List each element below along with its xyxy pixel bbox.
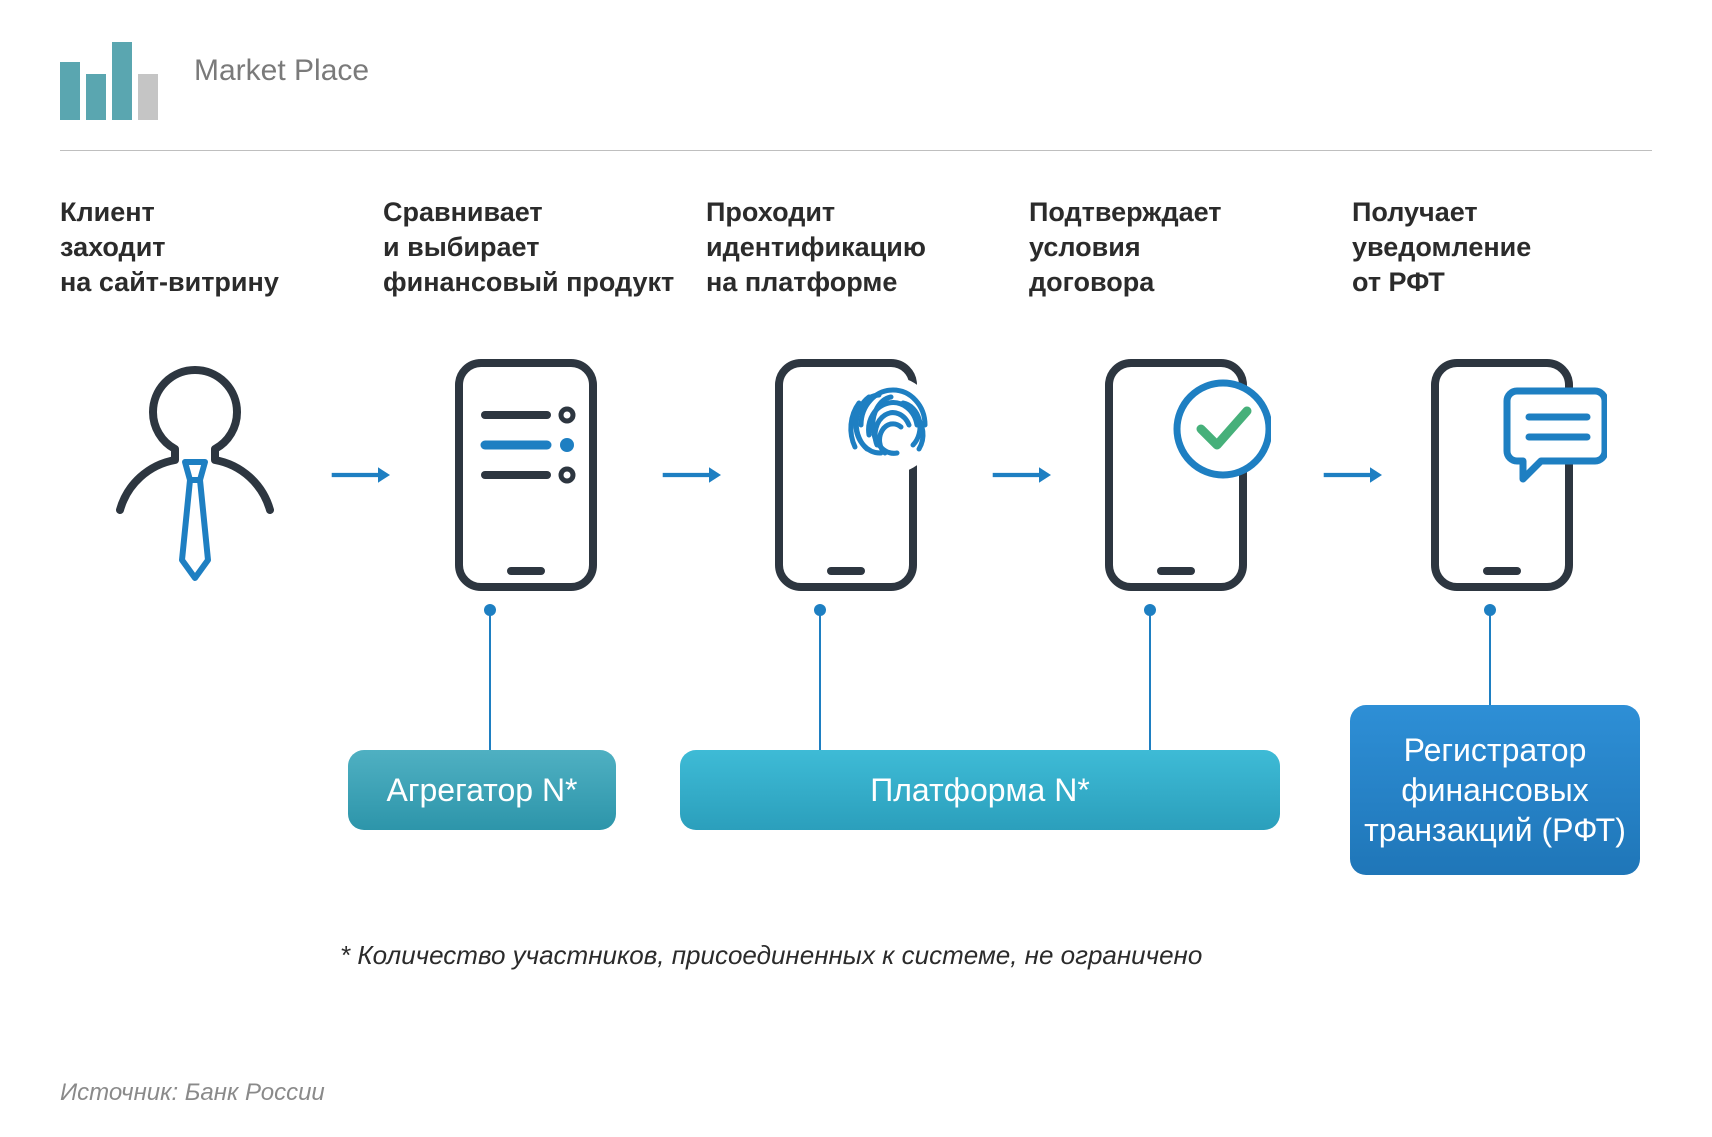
- step-icon-client: [60, 360, 330, 590]
- flow-arrow: [991, 460, 1051, 490]
- source-attribution: Источник: Банк России: [60, 1079, 325, 1107]
- connector-line: [1489, 610, 1491, 705]
- connector-line: [489, 610, 491, 750]
- step-label: Проходитидентификациюна платформе: [706, 195, 1006, 300]
- icons-row: [60, 340, 1652, 610]
- header-divider: [60, 150, 1652, 151]
- steps-row: Клиентзаходитна сайт-витринуСравниваети …: [60, 195, 1652, 300]
- step-icon-notification: [1382, 355, 1652, 595]
- flow-arrow: [330, 460, 390, 490]
- roles-row: Агрегатор N* Платформа N* Регистратор фина…: [60, 700, 1652, 920]
- role-box: Регистратор финансовых транзакций (РФТ): [1350, 705, 1640, 875]
- role-box: Платформа N*: [680, 750, 1280, 830]
- step-label: Сравниваети выбираетфинансовый продукт: [383, 195, 683, 300]
- step-label: Подтверждаетусловиядоговора: [1029, 195, 1329, 300]
- footnote: * Количество участников, присоединенных …: [340, 940, 1202, 971]
- connector-line: [1149, 610, 1151, 750]
- flow-arrow: [661, 460, 721, 490]
- role-box: Агрегатор N*: [348, 750, 616, 830]
- brand-logo: [60, 40, 164, 120]
- connector-line: [819, 610, 821, 750]
- step-label: Получаетуведомлениеот РФТ: [1352, 195, 1652, 300]
- brand-title: Market Place: [194, 54, 369, 106]
- step-icon-confirm: [1051, 355, 1321, 595]
- step-icon-identification: [721, 355, 991, 595]
- flow-arrow: [1322, 460, 1382, 490]
- step-icon-aggregator: [390, 355, 660, 595]
- step-label: Клиентзаходитна сайт-витрину: [60, 195, 360, 300]
